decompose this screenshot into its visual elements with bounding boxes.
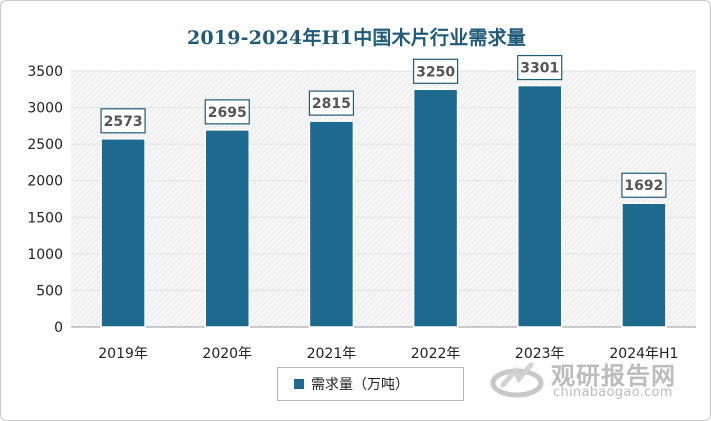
data-label: 3301: [520, 61, 559, 77]
data-labels: 2573 2695 2815 3250 3301 1692: [100, 54, 667, 198]
y-tick-label: 3500: [27, 64, 63, 80]
data-label-box: [517, 54, 563, 81]
data-label-box: [100, 108, 146, 134]
data-label: 2815: [312, 96, 351, 112]
x-tick-label: 2020年: [202, 346, 252, 362]
x-tick-label: 2024年H1: [609, 346, 678, 362]
bar: [412, 88, 459, 328]
chart-title: 2019-2024年H1中国木片行业需求量: [186, 27, 527, 49]
bar: [517, 84, 563, 328]
data-label-box: [308, 90, 355, 116]
data-label: 3250: [416, 64, 455, 80]
bar: [621, 202, 667, 328]
y-tick-label: 0: [54, 320, 63, 336]
x-tick-label: 2023年: [515, 346, 565, 362]
data-label-box: [621, 172, 667, 198]
data-label: 2695: [208, 105, 247, 121]
y-axis: 0 500 1000 1500 2000 2500 3000 3500: [27, 64, 696, 336]
y-tick-label: 3000: [27, 101, 63, 117]
x-tick-label: 2021年: [307, 346, 357, 362]
plot-area-background: [71, 71, 696, 327]
legend-label: 需求量（万吨）: [311, 377, 409, 393]
data-label: 2573: [104, 114, 143, 130]
x-tick-label: 2019年: [98, 346, 148, 362]
legend-swatch: [294, 379, 304, 389]
data-label: 1692: [624, 178, 663, 194]
legend: 需求量（万吨）: [277, 367, 464, 401]
data-label-box: [412, 58, 459, 84]
bar: [308, 120, 355, 328]
y-tick-label: 1000: [27, 247, 63, 263]
y-tick-label: 1500: [27, 210, 63, 226]
x-axis: 2019年 2020年 2021年 2022年 2023年 2024年H1: [98, 346, 678, 362]
bars: [100, 84, 667, 328]
x-tick-label: 2022年: [411, 346, 461, 362]
data-label-box: [204, 99, 250, 125]
y-tick-label: 500: [36, 283, 63, 299]
y-tick-label: 2500: [27, 137, 63, 153]
bar: [204, 129, 250, 328]
y-tick-label: 2000: [27, 174, 63, 190]
bar: [100, 138, 146, 328]
